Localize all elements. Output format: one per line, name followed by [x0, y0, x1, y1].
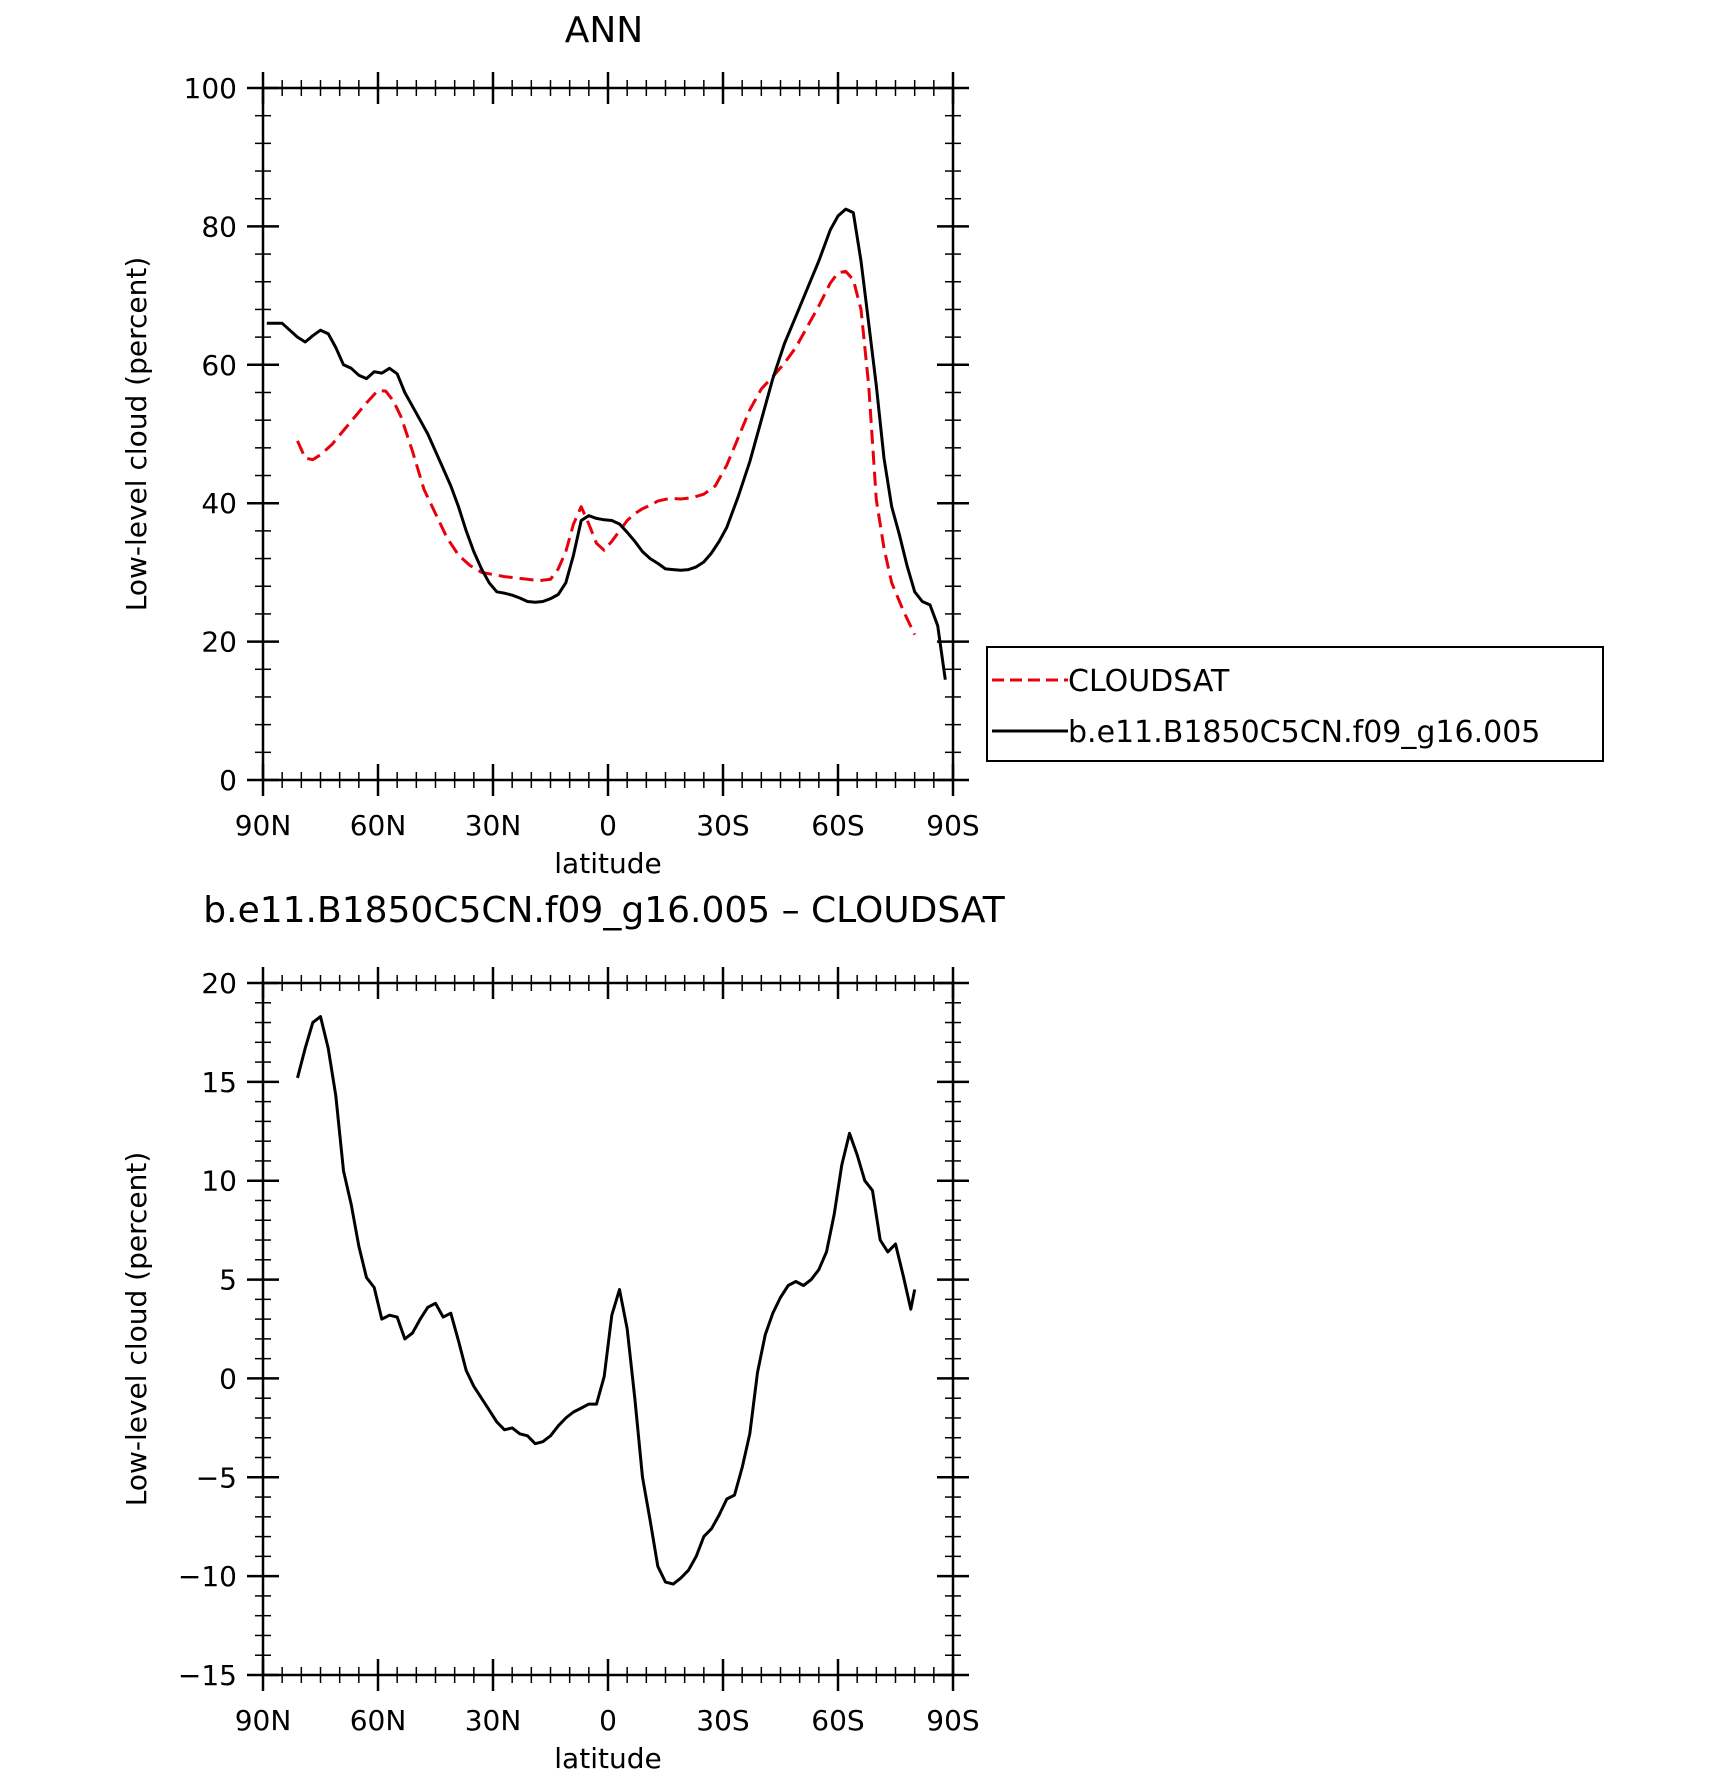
bottom-x-tick-label: 90S: [926, 1704, 979, 1737]
bottom-x-tick-label: 0: [599, 1704, 617, 1737]
legend-box: [986, 646, 1604, 762]
bottom-x-axis-label: latitude: [554, 1742, 661, 1773]
bottom-x-tick-label: 30S: [696, 1704, 749, 1737]
top-y-tick-label: 80: [201, 210, 237, 243]
bottom-x-tick-label: 90N: [235, 1704, 292, 1737]
top-x-tick-label: 0: [599, 809, 617, 842]
top-x-tick-label: 90N: [235, 809, 292, 842]
bottom-x-tick-label: 60N: [350, 1704, 407, 1737]
top-x-tick-label: 90S: [926, 809, 979, 842]
top-x-tick-label: 60S: [811, 809, 864, 842]
bottom-x-tick-label: 60S: [811, 1704, 864, 1737]
top-y-tick-label: 60: [201, 349, 237, 382]
bottom-title: b.e11.B1850C5CN.f09_g16.005 – CLOUDSAT: [203, 890, 1005, 931]
top-ticks: [247, 72, 969, 796]
top-series-line-1: [296, 269, 917, 636]
top-y-tick-label: 100: [184, 72, 237, 105]
bottom-y-tick-label: 5: [219, 1264, 237, 1297]
top-y-axis-label: Low-level cloud (percent): [120, 257, 153, 612]
bottom-y-tick-label: 0: [219, 1362, 237, 1395]
bottom-y-tick-label: −10: [178, 1560, 237, 1593]
legend: CLOUDSAT b.e11.B1850C5CN.f09_g16.005: [986, 646, 1604, 762]
top-x-axis-label: latitude: [554, 847, 661, 880]
top-y-tick-label: 40: [201, 487, 237, 520]
bottom-y-tick-label: −15: [178, 1659, 237, 1692]
top-series-line-2: [266, 207, 947, 680]
legend-label-model: b.e11.B1850C5CN.f09_g16.005: [1068, 715, 1540, 750]
top-x-tick-label: 30N: [465, 809, 522, 842]
top-tick-labels: 0 20 40 60 80 100 90N 60N 30N 0 30S 60S 90S: [184, 72, 980, 842]
legend-label-cloudsat: CLOUDSAT: [1068, 664, 1230, 699]
bottom-series-layer: [296, 1015, 917, 1586]
top-series-layer: [266, 207, 947, 680]
top-plot-frame: [261, 86, 955, 782]
bottom-y-tick-label: 10: [201, 1165, 237, 1198]
top-y-tick-label: 20: [201, 626, 237, 659]
top-y-tick-label: 0: [219, 764, 237, 797]
bottom-tick-labels: −15 −10 −5 0 5 10 15 20 90N 60N 30N 0 30S 60S 90S: [178, 967, 980, 1737]
panel-difference: b.e11.B1850C5CN.f09_g16.005 – CLOUDSAT −…: [120, 890, 1006, 1773]
bottom-y-axis-label: Low-level cloud (percent): [120, 1152, 153, 1507]
top-title: ANN: [565, 10, 644, 51]
panel-annual-low-cloud: ANN 0 20 40 60 80 100 90N 60N 30N 0 30S 60S 90S lati…: [120, 10, 980, 880]
bottom-plot-frame: [261, 981, 955, 1677]
bottom-x-tick-label: 30N: [465, 1704, 522, 1737]
bottom-y-tick-label: 20: [201, 967, 237, 1000]
top-x-tick-label: 60N: [350, 809, 407, 842]
bottom-y-tick-label: −5: [196, 1461, 237, 1494]
top-x-tick-label: 30S: [696, 809, 749, 842]
bottom-series-line-1: [296, 1015, 917, 1586]
bottom-ticks: [247, 967, 969, 1691]
bottom-y-tick-label: 15: [201, 1066, 237, 1099]
